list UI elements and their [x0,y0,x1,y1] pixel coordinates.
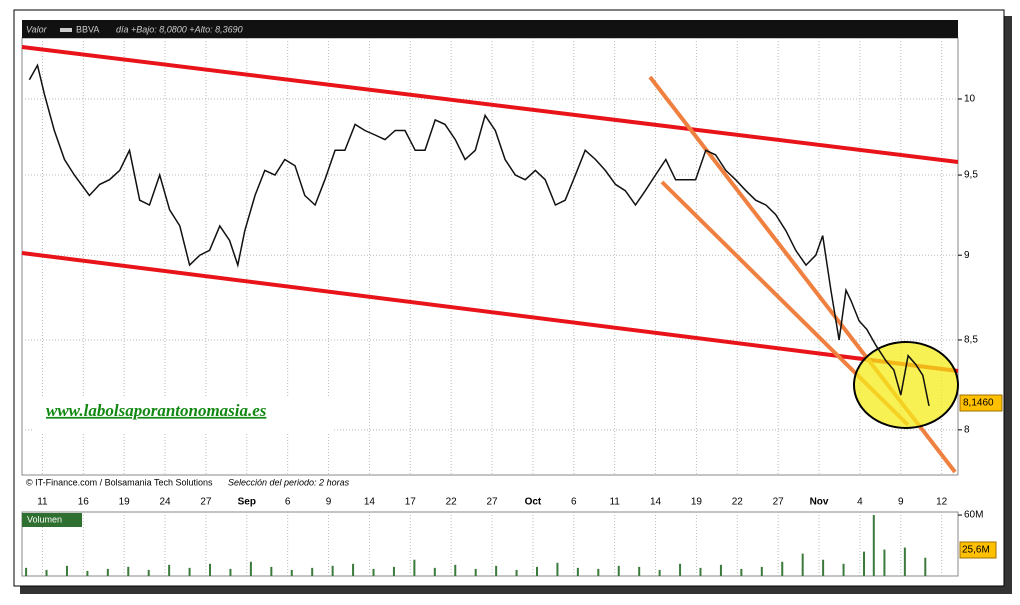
y-tick-label: 60M [964,510,983,521]
source: © IT-Finance.com / Bolsamania Tech Solut… [26,477,213,487]
volume-bar [270,566,273,576]
volume-bar [311,567,314,576]
x-tick-label: 27 [200,497,212,508]
volume-bar [515,569,518,576]
volume-label: Volumen [27,514,62,524]
volume-bar [168,564,171,576]
x-tick-label: 6 [571,497,577,508]
volume-bar [822,559,825,576]
volume-bar [781,561,784,576]
y-tick-label: 9 [964,250,970,261]
period: Selección del periodo: 2 horas [228,477,350,487]
trend-line [21,251,959,373]
last-value-label: 25,6M [962,545,990,556]
x-tick-label: 9 [898,497,904,508]
volume-bar [372,568,375,576]
volume-bar [699,567,702,576]
x-tick-label: Sep [238,497,256,508]
watermark-bg [34,396,334,432]
volume-bar [352,563,355,576]
x-tick-label: Oct [525,497,542,508]
volume-bar [924,557,927,576]
volume-bar [495,565,498,576]
volume-bar [25,567,28,576]
volume-bar [290,569,293,576]
volume-bar [903,547,906,576]
y-tick-label: 8 [964,424,970,435]
volume-bar [413,559,416,576]
volume-bar [147,569,150,576]
highlight-ellipse [853,341,959,429]
volume-bar [556,562,559,576]
volume-bar [106,568,109,576]
x-tick-label: 27 [486,497,498,508]
x-tick-label: 11 [609,497,620,508]
volume-bar [658,569,661,576]
volume-bar [249,561,252,576]
volume-bar [474,568,477,576]
volume-bar [719,564,722,576]
header-label: Valor [26,24,48,34]
volume-bar [86,570,89,576]
trend-line [21,45,959,164]
x-tick-label: 16 [78,497,90,508]
y-tick-label: 10 [964,94,976,105]
y-tick-label: 9,5 [964,170,978,181]
x-tick-label: 14 [364,497,376,508]
x-tick-label: 9 [326,497,332,508]
volume-bar [638,566,641,576]
volume-bar [331,565,334,576]
volume-bar [883,549,886,576]
volume-bar [188,567,191,576]
volume-bar [862,551,865,576]
x-tick-label: 22 [446,497,458,508]
x-tick-label: 6 [285,497,291,508]
header-bar [22,20,958,38]
volume-bar [454,564,457,576]
x-tick-label: Nov [810,497,829,508]
x-tick-label: 17 [405,497,417,508]
last-value-box [959,394,1003,412]
volume-bar [229,568,232,576]
volume-bar [209,563,212,576]
volume-bar [842,563,845,576]
header-subtitle: día +Bajo: 8,0800 +Alto: 8,3690 [116,24,243,34]
volume-label-bg [22,513,82,527]
volume-bar [740,568,743,576]
volume-plot [21,511,959,577]
volume-bar [433,567,436,576]
volume-bar [45,569,48,576]
legend-swatch [60,28,72,32]
watermark: www.labolsaporantonomasia.es [46,401,267,420]
volume-bar [617,565,620,576]
volume-bar [576,567,579,576]
volume-bar [801,553,804,576]
x-tick-label: 22 [732,497,744,508]
x-tick-label: 19 [691,497,703,508]
x-tick-label: 11 [37,497,48,508]
last-value-label: 8,1460 [963,398,994,409]
volume-bar [127,566,130,576]
volume-bar [392,566,395,576]
volume-bar [65,565,68,576]
y-tick-label: 8,5 [964,335,978,346]
x-tick-label: 27 [773,497,785,508]
last-value-box [959,541,997,559]
trend-lines [21,45,959,474]
volume-bar [536,566,539,576]
header-symbol: BBVA [76,24,99,34]
x-tick-label: 4 [857,497,863,508]
price-line [28,63,930,407]
x-tick-label: 14 [650,497,662,508]
volume-bar [679,563,682,576]
x-tick-label: 12 [936,497,948,508]
x-tick-label: 19 [119,497,131,508]
x-tick-label: 24 [159,497,171,508]
volume-bar [872,515,875,576]
volume-bar [597,568,600,576]
volume-bar [760,566,763,576]
